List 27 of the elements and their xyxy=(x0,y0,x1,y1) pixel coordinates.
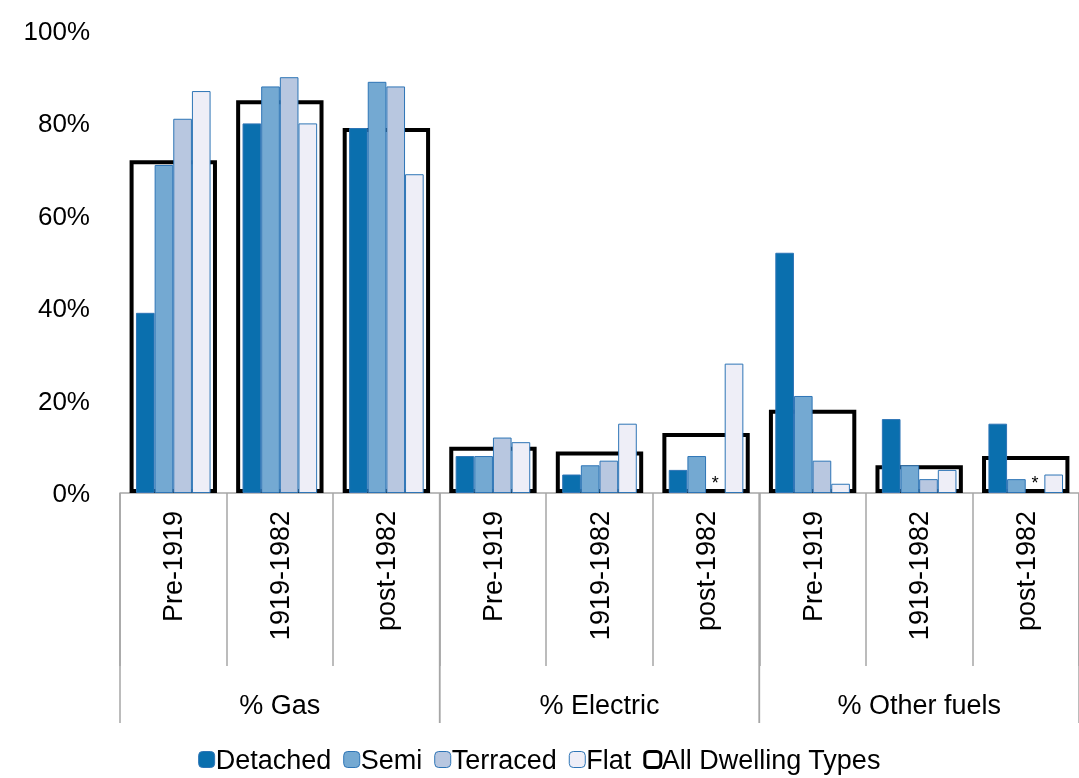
y-tick-label: 0% xyxy=(52,478,90,508)
text: % Gas xyxy=(239,690,321,720)
text: % Electric xyxy=(539,690,660,720)
legend-label: Flat xyxy=(586,744,632,775)
text: * xyxy=(711,473,719,493)
x-tick-label: 1919-1982 xyxy=(584,511,615,641)
text: * xyxy=(1031,473,1039,493)
bar xyxy=(1044,474,1064,493)
y-tick-label: 20% xyxy=(37,385,90,416)
y-tick-label: 80% xyxy=(37,108,90,139)
x-tick-label: Pre-1919 xyxy=(797,511,828,623)
bar xyxy=(724,363,744,493)
x-tick-label: 1919-1982 xyxy=(904,511,935,641)
y-tick-label: 100% xyxy=(23,16,90,46)
y-tick-label: 40% xyxy=(37,293,90,324)
text: % Other fuels xyxy=(837,690,1001,720)
legend-label: All Dwelling Types xyxy=(661,744,881,775)
x-tick-label: post-1982 xyxy=(1010,511,1041,632)
x-tick-label: Pre-1919 xyxy=(477,511,508,623)
legend-label: Detached xyxy=(215,744,332,775)
x-tick-label: 1919-1982 xyxy=(264,511,295,641)
legend-label: Terraced xyxy=(451,744,557,775)
legend-label: Semi xyxy=(360,744,423,775)
x-tick-label: post-1982 xyxy=(691,511,722,632)
x-tick-label: post-1982 xyxy=(371,511,402,632)
x-tick-label: Pre-1919 xyxy=(158,511,189,623)
y-tick-label: 60% xyxy=(37,200,90,231)
